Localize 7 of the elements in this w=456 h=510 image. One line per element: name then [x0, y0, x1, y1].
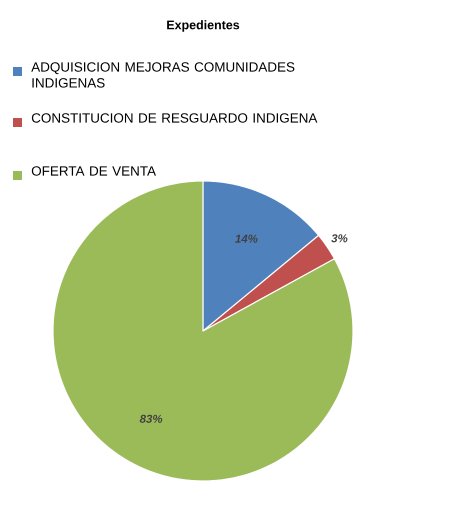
legend-label: CONSTITUCION DE RESGUARDO INDIGENA — [32, 113, 318, 123]
chart-title: Expedientes — [167, 20, 240, 32]
data-label: 14% — [235, 234, 258, 243]
data-label: 83% — [140, 414, 162, 423]
legend-label: OFERTA DE VENTA — [32, 166, 156, 176]
data-label: 3% — [331, 234, 348, 242]
legend-label: ADQUISICION MEJORAS COMUNIDADES INDIGENAS — [31, 62, 294, 88]
